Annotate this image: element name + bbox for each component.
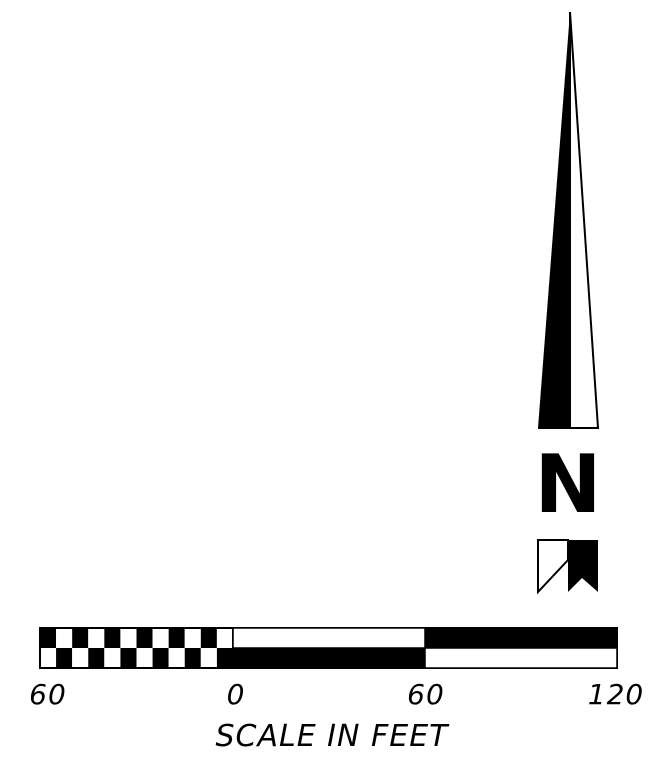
north-letter: N — [535, 438, 602, 531]
scale-bar-subdivision-cell — [120, 648, 137, 668]
scale-tick-label-60-left: 60 — [29, 678, 67, 711]
north-arrow-right-half — [569, 11, 600, 429]
scale-tick-label-120: 120 — [588, 678, 644, 711]
scale-bar-subdivision-cell — [88, 648, 105, 668]
scale-bar-subdivisions — [39, 627, 234, 669]
scale-bar-subdivision-cell — [56, 648, 73, 668]
scale-bar-subdivision-cell — [120, 628, 137, 648]
scale-bar-subdivision-cell — [216, 628, 233, 648]
scale-bar-subdivision-cell — [72, 628, 89, 648]
scale-bar-subdivision-cell — [184, 648, 201, 668]
scale-bar — [39, 627, 618, 669]
scale-bar-subdivision-cell — [200, 648, 217, 668]
scale-bar-subdivision-cell — [104, 628, 121, 648]
scale-bar-subdivision-cell — [56, 628, 73, 648]
north-arrow — [538, 11, 600, 429]
scale-bar-subdivision-cell — [104, 648, 121, 668]
scale-bar-subdivision-cell — [152, 628, 169, 648]
scale-title: SCALE IN FEET — [215, 719, 450, 754]
scale-bar-subdivision-cell — [72, 648, 89, 668]
scale-bar-subdivision-cell — [168, 628, 185, 648]
scale-bar-subdivision-cell — [200, 628, 217, 648]
scale-bar-segment-60-120-top — [425, 628, 617, 648]
scale-bar-subdivision-cell — [88, 628, 105, 648]
scale-bar-segment-60-120-bottom — [424, 647, 618, 669]
scale-bar-subdivision-cell — [168, 648, 185, 668]
scale-bar-subdivision-cell — [184, 628, 201, 648]
scale-bar-subdivision-cell — [216, 648, 233, 668]
north-arrow-left-half — [538, 12, 570, 428]
scale-bar-subdivision-cell — [40, 648, 57, 668]
scale-tick-label-60: 60 — [407, 678, 445, 711]
north-tail-icon — [537, 539, 598, 595]
scale-tick-label-0: 0 — [227, 678, 246, 711]
scale-bar-subdivision-cell — [40, 628, 57, 648]
scale-bar-segment-0-60-bottom — [233, 648, 425, 668]
scale-bar-subdivision-cell — [136, 648, 153, 668]
scale-bar-subdivision-cell — [152, 648, 169, 668]
scale-bar-segment-0-60-top — [232, 627, 426, 649]
scale-bar-subdivision-cell — [136, 628, 153, 648]
